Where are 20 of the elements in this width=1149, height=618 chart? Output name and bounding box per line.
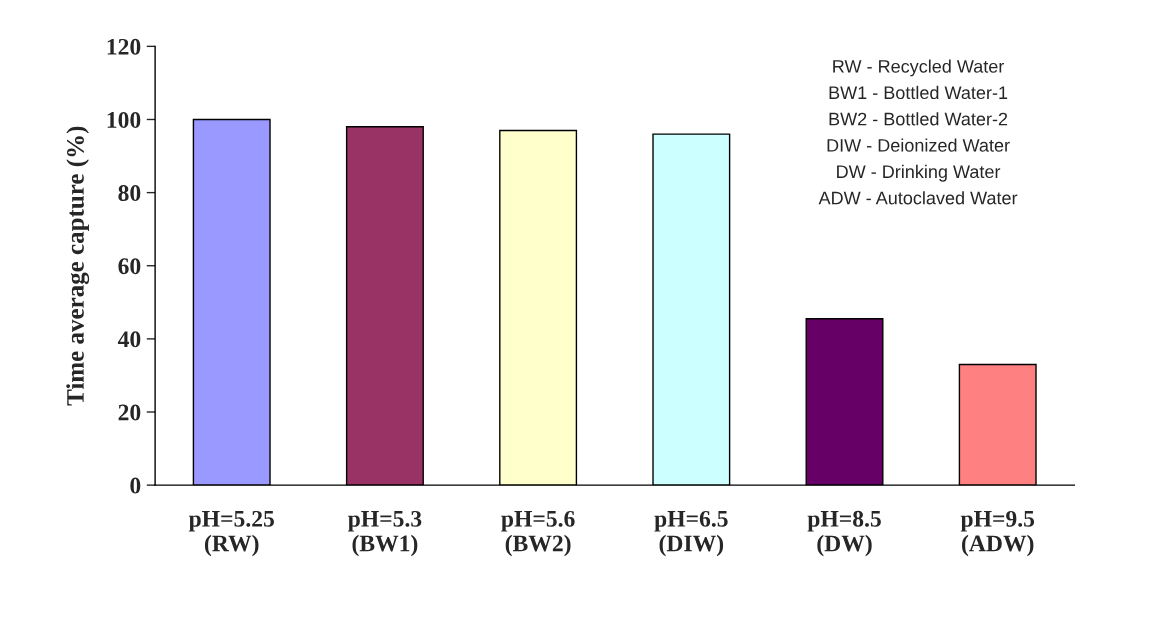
y-tick-label: 80 [118,185,141,202]
y-tick-label: 120 [107,38,141,55]
x-tick-label: pH=8.5 (DW) [807,510,881,557]
annotation: DIW - Deionized Water [827,138,1010,152]
annotation: ADW - Autoclaved Water [818,191,1018,205]
annotation: RW - Recycled Water [833,59,1005,77]
x-tick-label: pH=5.25 (RW) [188,510,274,557]
y-tick-label: 0 [130,477,141,494]
x-tick-label: pH=6.5 (DIW) [654,510,728,557]
x-tick-label: pH=9.5 (ADW) [960,510,1035,557]
y-tick-label: 60 [118,258,141,275]
y-tick-label: 40 [117,331,141,348]
x-tick-label: pH=5.6 (BW2) [501,510,575,557]
y-tick-label: 20 [118,404,141,421]
annotation: BW1 - Bottled Water-1 [829,85,1008,100]
annotation: BW2 - Bottled Water-2 [829,112,1008,126]
x-tick-label: pH=5.3 (BW1) [347,510,422,557]
y-axis-title: Time average capture (%) [66,126,90,406]
y-tick-label: 100 [107,111,141,128]
annotation: DW - Drinking Water [837,164,1001,182]
